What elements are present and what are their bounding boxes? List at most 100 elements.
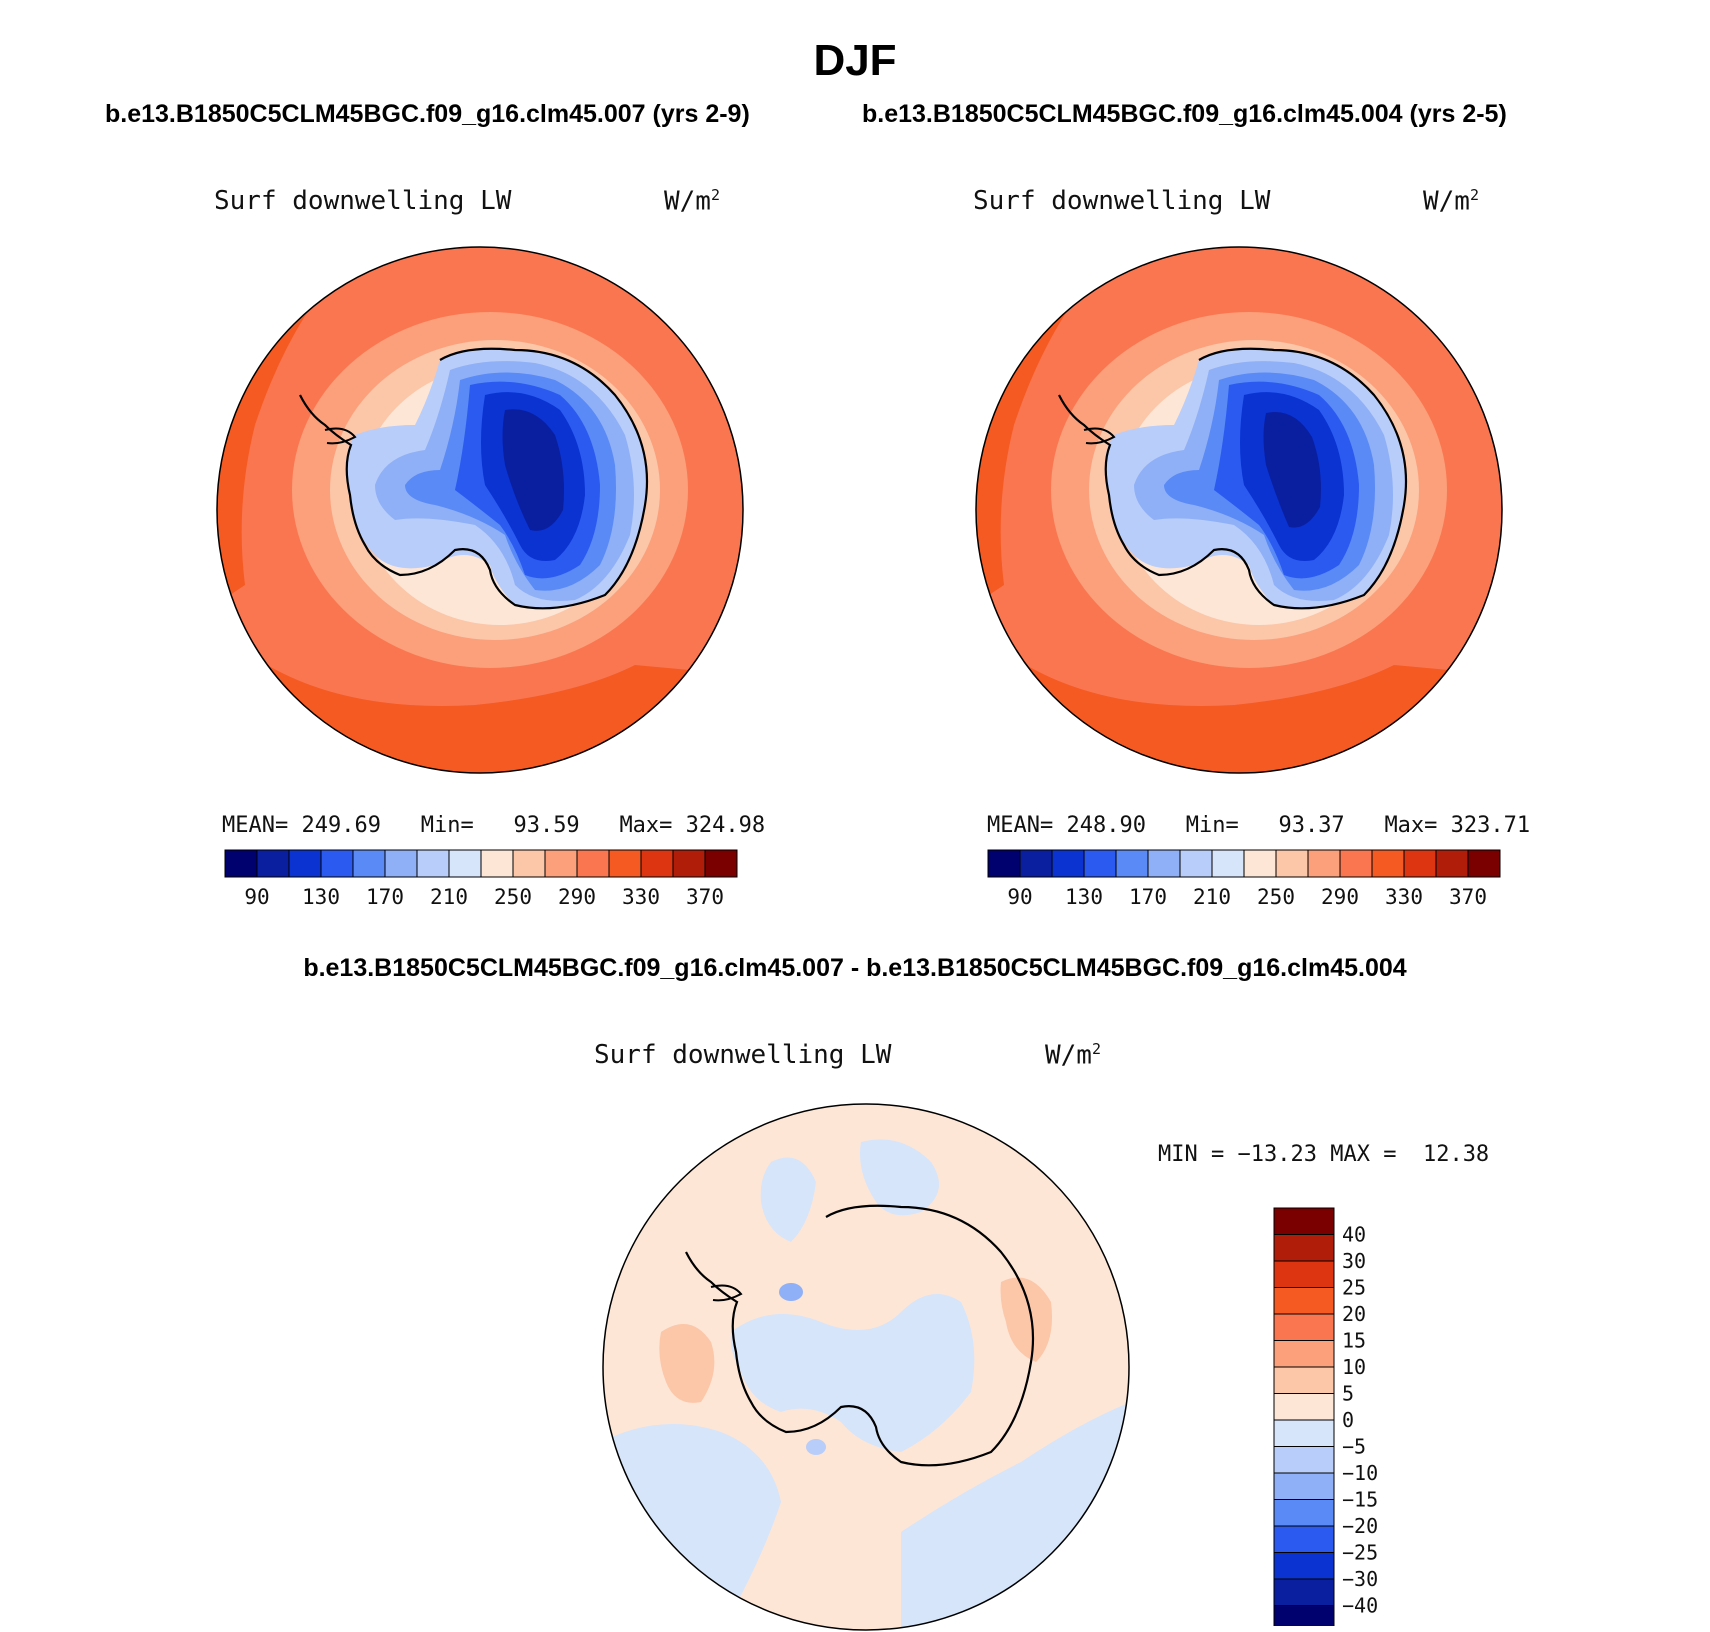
colorbar-tick-label: 250 <box>494 885 532 909</box>
min-label: Min= <box>1185 813 1239 838</box>
colorbar-tick-label: 15 <box>1342 1329 1366 1353</box>
colorbar-box <box>512 849 546 878</box>
colorbar-tick-label: 290 <box>1321 885 1359 909</box>
colorbar-tick-label: −25 <box>1342 1541 1378 1565</box>
units-text: W/m <box>1423 186 1470 217</box>
units-text: W/m <box>1045 1040 1092 1071</box>
colorbar-box <box>1273 1366 1335 1394</box>
colorbar-tick-label: 170 <box>366 885 404 909</box>
negative-patch-strong <box>779 1283 803 1301</box>
colorbar-tick-label: 370 <box>1449 885 1487 909</box>
colorbar-box <box>1273 1287 1335 1315</box>
colorbar-box <box>1115 849 1149 878</box>
panel1-colorbar: 90 130 170 210 250 290 330 370 <box>224 849 738 909</box>
colorbar-box <box>1275 849 1309 878</box>
colorbar-tick-label: 210 <box>1193 885 1231 909</box>
colorbar-tick-label: 130 <box>302 885 340 909</box>
colorbar-tick-label: 20 <box>1342 1302 1366 1326</box>
antarctica-coastline <box>1058 347 1408 610</box>
colorbar-box <box>1147 849 1181 878</box>
panel2-polar-map <box>975 246 1503 774</box>
band-110 <box>502 409 564 531</box>
panel1-variable-label: Surf downwelling LW <box>214 186 512 216</box>
ice-shelf-outline <box>710 1284 743 1302</box>
colorbar-box <box>1179 849 1213 878</box>
colorbar-box <box>1339 849 1373 878</box>
ice-shelf-outline <box>1083 427 1116 445</box>
colorbar-box <box>480 849 514 878</box>
diff-min-value: −13.23 <box>1237 1142 1317 1167</box>
colorbar-box <box>320 849 354 878</box>
positive-patch-west <box>659 1324 715 1403</box>
colorbar-tick-label: 290 <box>558 885 596 909</box>
colorbar-box <box>987 849 1021 878</box>
diff-max-label: MAX = <box>1330 1142 1397 1167</box>
colorbar-tick-label: −15 <box>1342 1488 1378 1512</box>
mean-value: 249.69 <box>301 813 381 838</box>
map-border <box>216 246 744 774</box>
colorbar-box <box>1243 849 1277 878</box>
panel1-units-label: W/m2 <box>664 186 720 217</box>
colorbar-box <box>1467 849 1501 878</box>
max-value: 324.98 <box>685 813 766 838</box>
negative-patch-moderate <box>806 1439 826 1455</box>
mean-value: 248.90 <box>1066 813 1146 838</box>
colorbar-box <box>1051 849 1085 878</box>
colorbar-box <box>1273 1552 1335 1580</box>
panel1-stats: MEAN= 249.69 Min= 93.59 Max= 324.98 <box>222 813 765 838</box>
colorbar-box <box>384 849 418 878</box>
colorbar-tick-label: 330 <box>622 885 660 909</box>
max-value: 323.71 <box>1450 813 1531 838</box>
negative-region-center <box>730 1294 975 1452</box>
colorbar-tick-label: 90 <box>244 885 269 909</box>
case1-title: b.e13.B1850C5CLM45BGC.f09_g16.clm45.007 … <box>105 100 750 128</box>
colorbar-box <box>1403 849 1437 878</box>
colorbar-box <box>1083 849 1117 878</box>
colorbar-tick-label: 40 <box>1342 1223 1366 1247</box>
max-label: Max= <box>619 813 673 838</box>
difference-stats: MIN = −13.23 MAX = 12.38 <box>1158 1142 1489 1167</box>
colorbar-tick-label: 10 <box>1342 1355 1366 1379</box>
colorbar-box <box>608 849 642 878</box>
colorbar-box <box>288 849 322 878</box>
colorbar-box <box>1273 1446 1335 1474</box>
colorbar-box <box>704 849 738 878</box>
colorbar-box <box>1273 1605 1335 1626</box>
colorbar-box <box>576 849 610 878</box>
min-value: 93.59 <box>513 813 580 838</box>
mean-label: MEAN= <box>987 813 1054 838</box>
difference-title: b.e13.B1850C5CLM45BGC.f09_g16.clm45.007 … <box>303 954 1407 982</box>
colorbar-box <box>416 849 450 878</box>
colorbar-box <box>1273 1499 1335 1527</box>
colorbar-box <box>1435 849 1469 878</box>
colorbar-tick-label: 170 <box>1129 885 1167 909</box>
colorbar-tick-label: 330 <box>1385 885 1423 909</box>
band-110 <box>1263 412 1321 528</box>
colorbar-box <box>1273 1525 1335 1553</box>
colorbar-box <box>1273 1419 1335 1447</box>
diff-min-label: MIN = <box>1158 1142 1225 1167</box>
panel2-stats: MEAN= 248.90 Min= 93.37 Max= 323.71 <box>987 813 1530 838</box>
ice-shelf-outline <box>324 427 357 445</box>
antarctica-coastline <box>299 347 649 610</box>
colorbar-box <box>1273 1234 1335 1262</box>
colorbar-box <box>1273 1313 1335 1341</box>
map-border <box>975 246 1503 774</box>
panel2-colorbar: 90 130 170 210 250 290 330 370 <box>987 849 1501 909</box>
colorbar-box <box>544 849 578 878</box>
antarctica-coastline <box>685 1204 1035 1467</box>
colorbar-box <box>1273 1472 1335 1500</box>
difference-polar-map <box>602 1103 1130 1631</box>
panel3-variable-label: Surf downwelling LW <box>594 1040 892 1070</box>
colorbar-tick-label: −20 <box>1342 1514 1378 1538</box>
colorbar-box <box>256 849 290 878</box>
max-label: Max= <box>1384 813 1438 838</box>
mean-label: MEAN= <box>222 813 289 838</box>
colorbar-box <box>224 849 258 878</box>
colorbar-tick-label: 0 <box>1342 1408 1354 1432</box>
colorbar-box <box>1307 849 1341 878</box>
colorbar-box <box>1273 1207 1335 1235</box>
colorbar-tick-label: −40 <box>1342 1594 1378 1618</box>
units-exponent: 2 <box>1091 1040 1101 1058</box>
diff-max-value: 12.38 <box>1422 1142 1490 1167</box>
